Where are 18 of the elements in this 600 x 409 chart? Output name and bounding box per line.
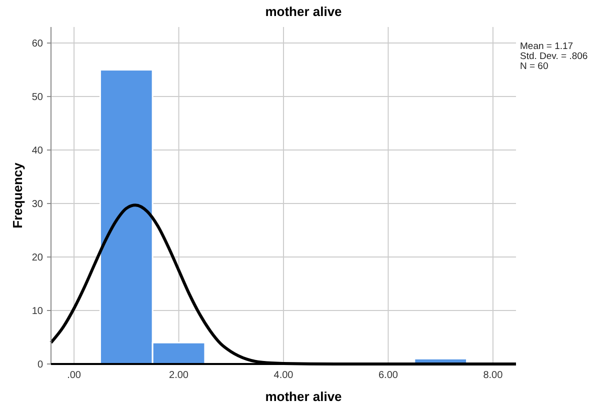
y-tick-label: 60 [32, 38, 44, 50]
y-tick-label: 30 [32, 199, 44, 210]
x-tick-label: 8.00 [483, 370, 504, 381]
x-tick-label: 2.00 [169, 370, 189, 381]
y-tick-label: 0 [37, 360, 44, 370]
y-tick-label: 50 [32, 92, 44, 104]
x-tick-label: 6.00 [378, 370, 398, 381]
text: Std. Dev. = .806 [520, 51, 588, 62]
text: N = 60 [520, 61, 548, 72]
x-tick-label: 4.00 [274, 370, 294, 381]
chart-title: mother alive [265, 4, 342, 19]
y-axis-title: Frequency [10, 162, 25, 228]
x-axis-title: mother alive [265, 389, 342, 404]
text: Mean = 1.17 [520, 41, 574, 52]
y-tick-label: 20 [32, 252, 44, 264]
y-tick-label: 10 [32, 306, 44, 318]
y-tick-label: 40 [32, 146, 44, 157]
x-tick-label: .00 [67, 370, 82, 381]
